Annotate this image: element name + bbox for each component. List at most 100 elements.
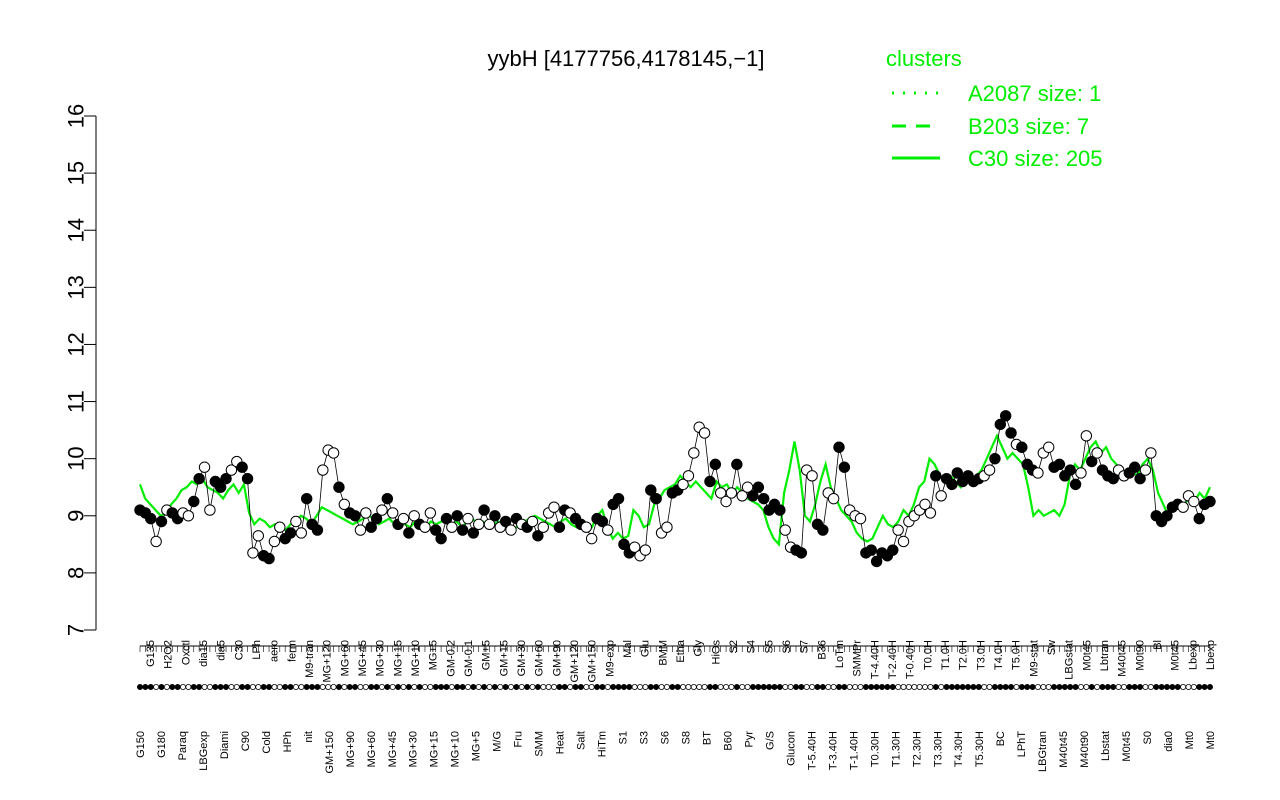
- x-tick-label: MG+30: [408, 731, 420, 767]
- data-point: [489, 510, 501, 522]
- x-tick-label: Sw: [1046, 640, 1058, 655]
- x-marker: [948, 684, 955, 691]
- data-point: [317, 464, 329, 476]
- data-point: [827, 492, 840, 505]
- x-marker: [341, 684, 348, 691]
- x-marker: [663, 684, 670, 691]
- data-point: [983, 464, 996, 476]
- x-marker: [416, 684, 423, 691]
- data-point: [274, 521, 286, 533]
- x-tick-label: Mt0: [1184, 731, 1196, 749]
- data-point: [709, 458, 722, 471]
- data-point: [408, 510, 420, 522]
- x-marker: [556, 684, 563, 691]
- x-tick-label: ferm: [286, 640, 298, 662]
- x-tick-label: Lbtran: [1099, 640, 1111, 671]
- x-tick-label: T3.30H: [932, 731, 944, 767]
- data-point: [145, 512, 157, 525]
- x-tick-label: T0.0H: [922, 640, 934, 670]
- x-tick-label: LoTm: [834, 640, 846, 668]
- x-tick-label: T4.30H: [953, 731, 965, 767]
- x-marker: [421, 684, 428, 691]
- x-marker: [508, 684, 515, 691]
- x-tick-label: MG+15: [392, 640, 404, 676]
- x-marker: [346, 684, 353, 691]
- x-tick-label: LPhT: [1016, 731, 1028, 758]
- x-marker: [368, 684, 375, 691]
- data-point: [585, 532, 598, 545]
- x-marker: [206, 684, 213, 691]
- x-tick-label: T5.30H: [974, 731, 986, 767]
- x-tick-label: M40t90: [1079, 731, 1091, 768]
- x-marker: [599, 684, 606, 691]
- x-tick-label: HiOs: [710, 640, 722, 665]
- x-marker: [685, 684, 692, 691]
- x-marker: [1034, 684, 1041, 691]
- x-marker: [1201, 684, 1208, 691]
- x-marker: [857, 684, 864, 691]
- x-marker: [298, 684, 305, 691]
- x-marker: [814, 684, 821, 691]
- data-point: [752, 481, 765, 493]
- x-marker: [287, 684, 294, 691]
- x-tick-label: G/S: [764, 731, 776, 750]
- x-tick-label: Mt0: [1205, 731, 1217, 749]
- x-tick-label: HiTm: [597, 731, 609, 757]
- data-point: [1129, 461, 1141, 473]
- x-tick-label: GM+60: [534, 640, 546, 676]
- x-marker: [889, 684, 896, 691]
- x-marker: [362, 684, 369, 691]
- x-marker: [642, 684, 649, 691]
- x-marker: [233, 684, 240, 691]
- x-tick-label: T0.30H: [869, 731, 881, 767]
- x-tick-label: S8: [680, 731, 692, 744]
- data-point: [327, 447, 340, 459]
- x-tick-label: dia5: [216, 640, 228, 661]
- x-marker: [938, 684, 945, 691]
- x-marker: [443, 684, 450, 691]
- data-points: [134, 410, 1216, 568]
- data-point: [1080, 430, 1093, 442]
- x-tick-label: LPh: [251, 640, 263, 660]
- x-marker: [626, 684, 633, 691]
- data-point: [424, 507, 437, 519]
- x-marker: [491, 684, 498, 691]
- data-point: [935, 490, 947, 502]
- data-point: [580, 521, 592, 533]
- x-tick-label: S7: [799, 640, 811, 653]
- x-marker: [1024, 684, 1031, 691]
- x-marker: [185, 684, 192, 691]
- x-tick-label: M0t90: [1134, 640, 1146, 671]
- x-marker: [760, 684, 767, 691]
- data-point: [677, 478, 689, 491]
- data-point: [795, 547, 808, 559]
- x-marker: [567, 684, 574, 691]
- x-marker: [249, 684, 256, 691]
- x-marker: [943, 684, 950, 691]
- x-marker: [502, 684, 509, 691]
- x-tick-label: MG+10: [410, 640, 422, 676]
- x-marker: [1115, 684, 1122, 691]
- y-axis: 7 8 9 10 11 12 13 14 15 16: [64, 104, 97, 636]
- x-marker: [1056, 684, 1063, 691]
- x-marker: [620, 684, 627, 691]
- x-marker: [190, 684, 197, 691]
- x-marker: [674, 684, 681, 691]
- x-marker: [158, 684, 165, 691]
- data-point: [1091, 447, 1103, 459]
- data-point: [456, 524, 469, 536]
- x-marker: [454, 684, 461, 691]
- x-tick-label: Lbexp: [1187, 640, 1199, 670]
- data-point: [919, 498, 931, 511]
- x-marker: [411, 684, 418, 691]
- x-marker: [771, 684, 778, 691]
- data-point: [193, 472, 205, 485]
- x-tick-label: MG+5: [428, 640, 440, 670]
- x-tick-label: M0t45: [1081, 640, 1093, 671]
- x-marker: [1088, 684, 1095, 691]
- x-marker: [427, 684, 434, 691]
- data-point: [596, 515, 609, 528]
- x-tick-label: MG+90: [345, 731, 357, 767]
- x-marker: [986, 684, 993, 691]
